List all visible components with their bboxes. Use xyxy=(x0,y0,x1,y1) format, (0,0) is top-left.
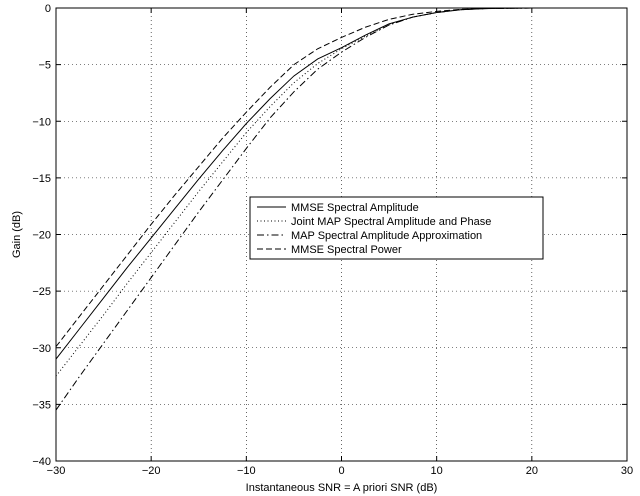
y-tick-label: −35 xyxy=(32,399,51,411)
y-tick-label: −25 xyxy=(32,286,51,298)
y-tick-label: −30 xyxy=(32,343,51,355)
x-axis-label: Instantaneous SNR = A priori SNR (dB) xyxy=(246,482,438,494)
x-tick-label: −30 xyxy=(47,465,66,477)
y-tick-label: −20 xyxy=(32,230,51,242)
y-tick-label: 0 xyxy=(45,3,51,15)
x-tick-label: −20 xyxy=(142,465,161,477)
legend-label-2: Joint MAP Spectral Amplitude and Phase xyxy=(291,216,491,228)
axis-ticks: −30 −20 −10 0 10 20 30 0 −5 −10 −15 −20 −25 −30 −35 −40 xyxy=(32,3,633,477)
legend-label-4: MMSE Spectral Power xyxy=(291,244,402,256)
y-tick-label: −5 xyxy=(38,60,51,72)
x-tick-label: 0 xyxy=(338,465,344,477)
x-tick-label: 30 xyxy=(621,465,633,477)
series-line-4 xyxy=(55,7,627,347)
legend-label-3: MAP Spectral Amplitude Approximation xyxy=(291,230,482,242)
y-tick-label: −10 xyxy=(32,116,51,128)
legend-label-1: MMSE Spectral Amplitude xyxy=(291,202,419,214)
y-axis-label: Gain (dB) xyxy=(11,211,23,258)
x-tick-label: 10 xyxy=(431,465,443,477)
legend-box xyxy=(249,196,544,260)
x-tick-label: 20 xyxy=(526,465,538,477)
y-tick-label: −40 xyxy=(32,456,51,468)
x-tick-label: −10 xyxy=(237,465,256,477)
legend: MMSE Spectral Amplitude Joint MAP Spectra… xyxy=(249,196,544,260)
series-lines xyxy=(55,7,627,411)
y-tick-label: −15 xyxy=(32,173,51,185)
